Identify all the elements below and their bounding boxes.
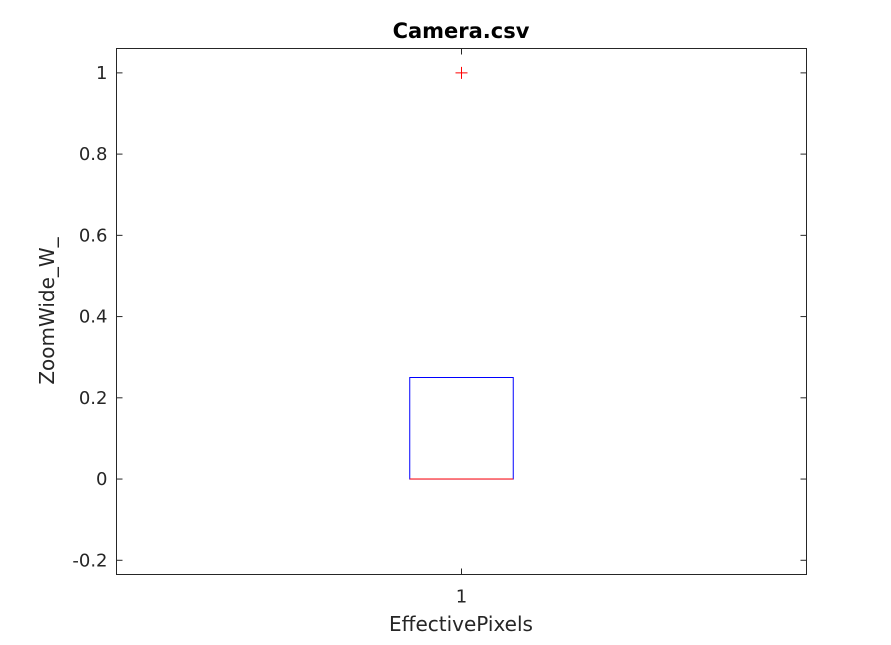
y-tick-label: 0.4 xyxy=(79,307,108,328)
x-axis-label: EffectivePixels xyxy=(389,612,533,636)
x-tick-label: 1 xyxy=(456,587,467,608)
y-tick-label: -0.2 xyxy=(72,550,107,571)
chart-title: Camera.csv xyxy=(393,19,530,43)
x-axis-ticks: 1 xyxy=(456,48,467,608)
y-tick-label: 1 xyxy=(96,63,107,84)
box-series xyxy=(409,66,514,480)
y-axis-ticks: -0.2 0 0.2 0.4 0.6 0.8 1 xyxy=(72,63,807,571)
y-tick-label: 0.8 xyxy=(79,144,108,165)
y-tick-label: 0.2 xyxy=(79,388,108,409)
y-tick-label: 0.6 xyxy=(79,225,108,246)
plot-area xyxy=(116,48,807,575)
y-tick-label: 0 xyxy=(96,469,107,490)
outlier-marker xyxy=(455,66,468,79)
y-axis-label: ZoomWide_W_ xyxy=(35,236,59,384)
